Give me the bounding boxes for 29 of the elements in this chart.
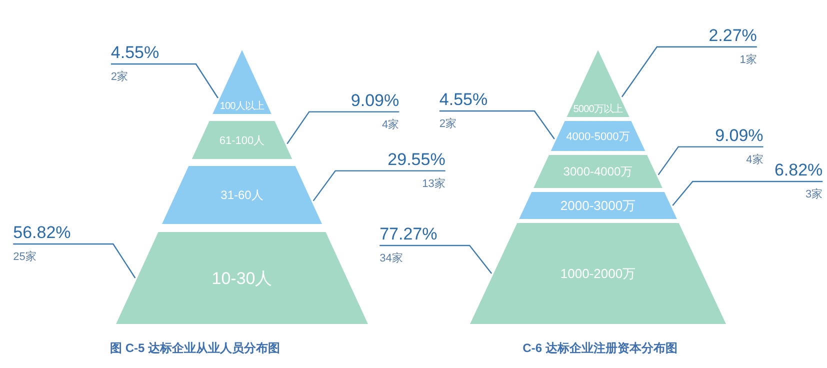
text: 1家 (740, 52, 757, 66)
category-label: 4000-5000万 (566, 130, 630, 143)
text: 34家 (380, 252, 403, 264)
data-label: 9.09% (715, 126, 764, 145)
data-label: 56.82% (13, 223, 71, 242)
text: 25家 (13, 250, 36, 263)
category-label: 10-30人 (212, 268, 272, 288)
category-label: 100人以上 (220, 100, 265, 112)
data-label: 29.55% (388, 150, 446, 169)
data-label: 4.55% (439, 90, 488, 109)
category-label: 31-60人 (220, 188, 264, 202)
category-label: 3000-4000万 (563, 164, 633, 179)
data-label: 9.09% (350, 90, 400, 110)
category-label: 2000-3000万 (560, 198, 636, 214)
text: 4家 (382, 118, 400, 131)
category-label: 1000-2000万 (560, 266, 636, 282)
data-label: 4.55% (110, 43, 160, 62)
text: 2家 (110, 70, 128, 83)
category-label: 5000万以上 (573, 103, 624, 115)
text: 13家 (422, 176, 446, 190)
text: 3家 (806, 188, 823, 200)
category-label: 61-100人 (219, 134, 265, 147)
text: C-6 达标企业注册资本分布图 (522, 341, 678, 355)
text: 4家 (746, 152, 764, 166)
text: 图 C-5 达标企业从业人员分布图 (110, 341, 280, 355)
data-label: 77.27% (380, 224, 438, 244)
data-label: 2.27% (708, 26, 757, 45)
data-label: 6.82% (774, 160, 823, 180)
text: 2家 (439, 117, 457, 130)
